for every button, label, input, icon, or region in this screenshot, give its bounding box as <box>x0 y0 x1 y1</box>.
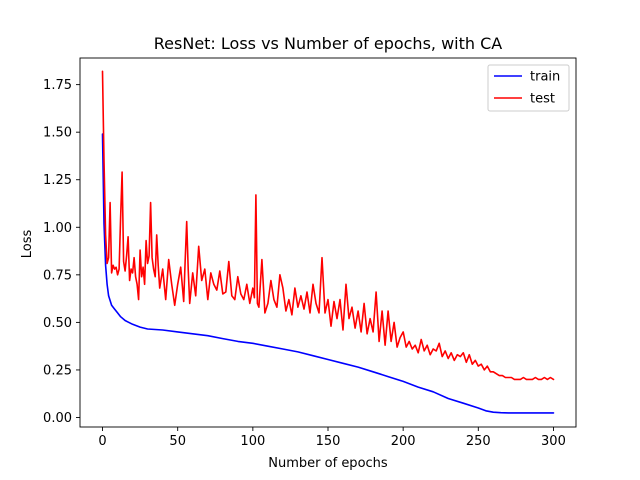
x-tick-label: 250 <box>466 434 491 449</box>
y-tick-label: 1.50 <box>43 126 72 141</box>
chart-title: ResNet: Loss vs Number of epochs, with C… <box>154 34 503 53</box>
y-tick-label: 0.50 <box>43 316 72 331</box>
legend-label-train: train <box>530 70 560 85</box>
x-tick-label: 300 <box>541 434 566 449</box>
y-tick-label: 1.25 <box>43 173 72 188</box>
x-tick-label: 50 <box>169 434 186 449</box>
x-tick-label: 100 <box>240 434 265 449</box>
plot-frame <box>79 57 577 428</box>
x-tick-label: 200 <box>391 434 416 449</box>
y-tick-label: 0.25 <box>43 363 72 378</box>
y-axis-title: Loss <box>20 230 35 259</box>
x-axis-title: Number of epochs <box>268 456 388 471</box>
series-line-test <box>101 70 555 381</box>
y-tick-label: 1.75 <box>43 78 72 93</box>
axes-layer: 0 50 100 150 200 250 300 0.00 0.25 0.50 0.75 1.00 1.… <box>43 57 577 449</box>
legend-label-test: test <box>530 92 555 107</box>
y-tick-label: 1.00 <box>43 221 72 236</box>
series-line-train <box>101 133 555 414</box>
y-tick-label: 0.00 <box>43 411 72 426</box>
x-tick-label: 150 <box>316 434 341 449</box>
legend: train test <box>487 64 570 112</box>
series-layer <box>101 70 555 414</box>
x-tick-label: 0 <box>98 434 106 449</box>
y-tick-label: 0.75 <box>43 268 72 283</box>
